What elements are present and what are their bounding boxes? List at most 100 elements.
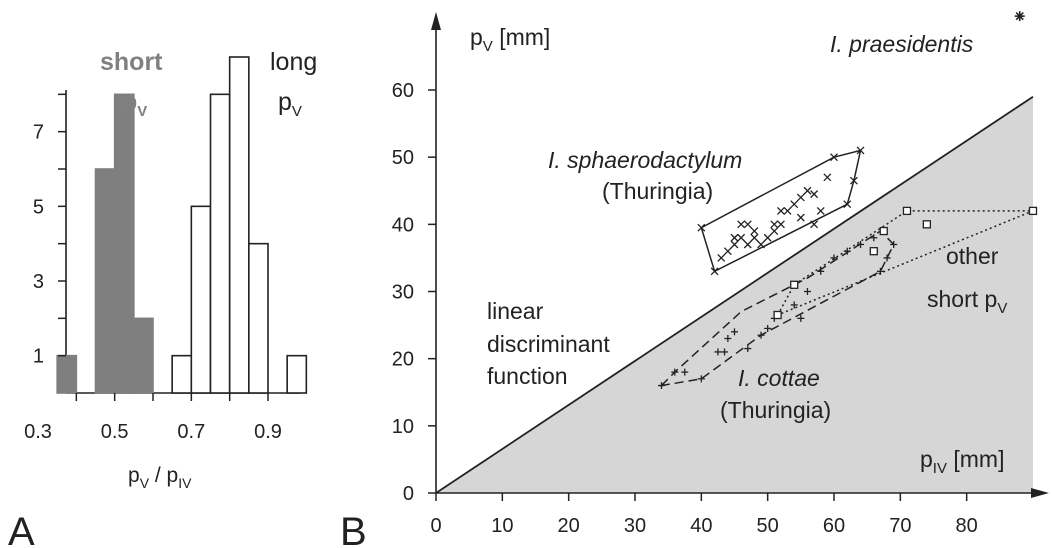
x-mark-stroke bbox=[697, 223, 706, 232]
x-mark-stroke bbox=[810, 220, 819, 229]
histogram-bar-short-0 bbox=[56, 354, 78, 394]
panel-b-y-arrow bbox=[431, 12, 441, 30]
data-point-s0-15 bbox=[770, 220, 779, 229]
data-point-s2-2 bbox=[869, 247, 878, 256]
x-mark-stroke bbox=[757, 240, 765, 249]
panel-a-y-tick-label: 1 bbox=[33, 346, 44, 368]
data-point-s1-3 bbox=[697, 375, 705, 383]
panel-b-x-tick-label: 30 bbox=[624, 515, 646, 537]
histogram-bar-long-4 bbox=[248, 242, 269, 394]
panel-b-y-tick-label: 50 bbox=[392, 147, 414, 169]
panel-a-y-ticks: 1 3 5 7 bbox=[33, 93, 66, 368]
x-mark-stroke bbox=[776, 206, 785, 215]
data-point-s1-9 bbox=[764, 324, 772, 332]
data-point-s2-4 bbox=[902, 206, 912, 216]
histogram-bars bbox=[56, 56, 308, 394]
panel-b-y-tick-label: 10 bbox=[392, 416, 414, 438]
panel-a-y-tick-label: 5 bbox=[33, 196, 44, 218]
panel-b-y-ticks: 0 10 20 30 40 50 60 bbox=[392, 80, 436, 505]
data-point-s1-13 bbox=[817, 267, 825, 275]
panel-b-x-tick-label: 20 bbox=[558, 515, 580, 537]
discriminant-line bbox=[435, 95, 1034, 494]
histogram-bar-long-3 bbox=[228, 56, 250, 394]
data-point-s0-29 bbox=[810, 220, 819, 229]
data-point-s0-20 bbox=[796, 193, 805, 202]
data-point-s0-10 bbox=[750, 227, 759, 236]
panel-b-x-ticks: 0 10 20 30 40 50 60 70 80 bbox=[430, 493, 978, 537]
data-point-s0-9 bbox=[743, 240, 752, 249]
x-mark-stroke bbox=[849, 176, 858, 185]
x-mark-stroke bbox=[783, 206, 792, 215]
x-mark-stroke bbox=[790, 200, 799, 209]
panel-b-x-tick-label: 60 bbox=[823, 515, 845, 537]
data-point-s2-1 bbox=[790, 280, 799, 289]
histogram-bar-long-2 bbox=[209, 93, 231, 394]
legend-long-pv: pV bbox=[278, 88, 302, 120]
panel-a-x-tick-label: 0.3 bbox=[24, 421, 52, 443]
label-praesidentis: I. praesidentis bbox=[830, 31, 974, 57]
data-point-s0-23 bbox=[823, 173, 832, 182]
histogram-bar-short-2 bbox=[113, 93, 135, 394]
panel-a-letter: A bbox=[8, 510, 35, 548]
data-point-s0-26 bbox=[849, 176, 858, 185]
data-point-s1-6 bbox=[731, 328, 738, 336]
histogram-bar-short-1 bbox=[94, 168, 116, 394]
data-point-s0-24 bbox=[830, 153, 838, 162]
panel-b-y-axis-label: pV [mm] bbox=[470, 24, 550, 55]
data-point-s0-17 bbox=[776, 206, 785, 215]
panel-a-x-axis-label: pV / pIV bbox=[128, 464, 192, 491]
data-point-s2-3 bbox=[879, 226, 888, 236]
data-point-s0-3 bbox=[723, 247, 732, 256]
data-point-s0-8 bbox=[743, 220, 752, 229]
data-point-s1-4 bbox=[714, 348, 722, 356]
data-point-s0-16 bbox=[776, 220, 785, 229]
panel-b-y-tick-label: 20 bbox=[392, 349, 414, 371]
data-point-s0-4 bbox=[730, 240, 739, 249]
panel-a-y-tick-label: 7 bbox=[33, 122, 44, 144]
x-mark-stroke bbox=[856, 146, 865, 155]
data-point-s0-7 bbox=[737, 220, 746, 229]
panel-b-y-tick-label: 30 bbox=[392, 282, 414, 304]
x-mark-stroke bbox=[770, 220, 779, 229]
legend-short-pv: pV bbox=[122, 88, 147, 120]
x-mark-stroke bbox=[737, 233, 746, 242]
data-point-s0-18 bbox=[783, 206, 792, 215]
panel-b-x-tick-label: 50 bbox=[757, 515, 779, 537]
panel-b-x-tick-label: 80 bbox=[956, 515, 978, 537]
data-point-s1-5 bbox=[721, 348, 729, 356]
hull-1 bbox=[659, 230, 895, 387]
data-point-s1-17 bbox=[870, 234, 878, 242]
panel-b-x-arrow bbox=[1031, 488, 1049, 498]
data-point-s1-21 bbox=[797, 314, 805, 322]
label-discriminant-1: linear bbox=[487, 298, 544, 324]
panel-b-letter: B bbox=[340, 510, 367, 548]
data-point-s2-6 bbox=[1028, 206, 1038, 216]
data-point-s0-19 bbox=[790, 200, 799, 209]
data-point-s1-20 bbox=[890, 240, 898, 248]
x-mark-stroke bbox=[743, 220, 752, 229]
panel-b-x-tick-label: 70 bbox=[889, 515, 911, 537]
histogram-bar-long-5 bbox=[286, 354, 308, 394]
data-point-s1-14 bbox=[830, 254, 838, 262]
data-point-s1-2 bbox=[681, 368, 689, 376]
x-mark-stroke bbox=[710, 267, 719, 276]
histogram-bar-long-1 bbox=[190, 205, 212, 394]
data-point-s0-30 bbox=[796, 213, 805, 222]
data-markers bbox=[658, 11, 1038, 390]
label-discriminant-3: function bbox=[487, 363, 568, 389]
legend-long-label: long bbox=[270, 48, 317, 76]
x-mark-stroke bbox=[823, 173, 832, 182]
data-point-s1-16 bbox=[857, 240, 865, 248]
x-mark-stroke bbox=[843, 200, 852, 209]
x-mark-stroke bbox=[763, 233, 772, 242]
data-point-s0-21 bbox=[803, 186, 812, 195]
data-point-s1-1 bbox=[671, 368, 679, 376]
data-point-s0-13 bbox=[763, 233, 772, 242]
label-other-2: short pV bbox=[927, 286, 1007, 317]
x-mark-stroke bbox=[776, 220, 785, 229]
data-point-s1-8 bbox=[757, 331, 765, 339]
panel-b-y-tick-label: 40 bbox=[392, 214, 414, 236]
data-point-s0-25 bbox=[843, 200, 852, 209]
